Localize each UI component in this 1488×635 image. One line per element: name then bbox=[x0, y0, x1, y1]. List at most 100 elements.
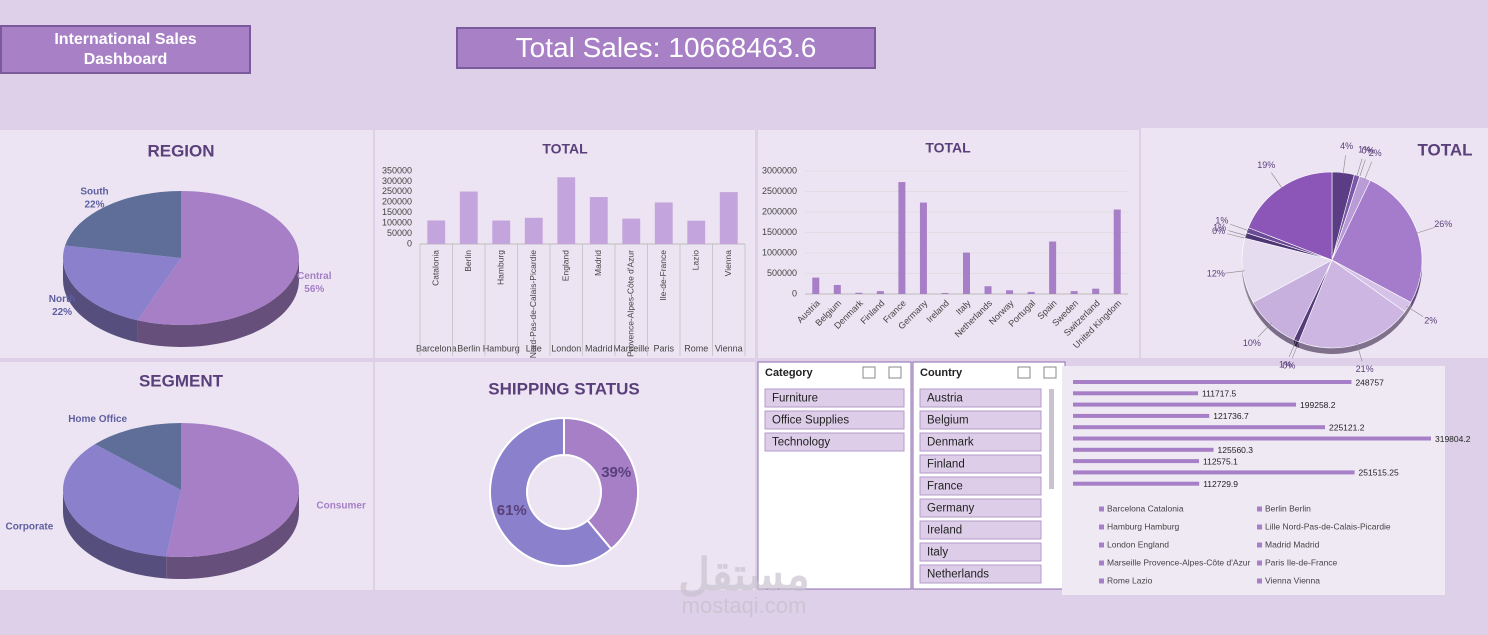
x-tick-label: Norway bbox=[987, 298, 1016, 327]
y-tick-label: 100000 bbox=[382, 218, 412, 228]
group-label: Rome bbox=[684, 343, 708, 353]
bar bbox=[855, 292, 863, 294]
bar bbox=[1073, 380, 1352, 384]
pie-slice bbox=[1331, 179, 1423, 303]
group-label: London bbox=[551, 343, 581, 353]
slicer-item[interactable] bbox=[764, 388, 905, 408]
slicer-item[interactable] bbox=[764, 410, 905, 430]
y-tick-label: 50000 bbox=[387, 228, 412, 238]
bar bbox=[589, 197, 608, 244]
chart-title: SEGMENT bbox=[139, 371, 224, 390]
slicer-item-label[interactable]: Netherlands bbox=[927, 569, 989, 581]
legend-swatch bbox=[1099, 560, 1104, 566]
leader-line bbox=[1291, 340, 1300, 359]
x-tick-label: Austria bbox=[795, 298, 822, 325]
category-label: North bbox=[49, 294, 76, 305]
panel bbox=[758, 130, 1139, 358]
watermark: مستقل bbox=[678, 551, 810, 600]
total-sales: Total Sales: 10668463.6 bbox=[456, 27, 876, 69]
y-tick-label: 500000 bbox=[767, 268, 797, 278]
x-tick-label: France bbox=[881, 298, 908, 325]
slicer-item-label[interactable]: France bbox=[927, 481, 963, 493]
bar bbox=[1073, 470, 1355, 475]
category-label: Central bbox=[297, 271, 332, 282]
y-tick-label: 1000000 bbox=[762, 247, 797, 257]
legend-swatch bbox=[1257, 542, 1262, 548]
bar bbox=[719, 192, 738, 244]
pie-slice bbox=[137, 191, 299, 325]
slicer-item-label[interactable]: Office Supplies bbox=[772, 415, 849, 427]
y-tick-label: 350000 bbox=[382, 165, 412, 175]
slicer-item-label[interactable]: Austria bbox=[927, 393, 963, 405]
chart-title: TOTAL bbox=[925, 140, 971, 156]
total-label: Total Sales: bbox=[515, 32, 661, 63]
panel bbox=[375, 130, 755, 358]
x-tick-label: Ile-de-France bbox=[658, 250, 668, 301]
data-label: 111717.5 bbox=[1202, 389, 1236, 399]
pie-slice bbox=[1331, 176, 1361, 261]
data-label: 61% bbox=[497, 502, 527, 519]
x-tick-label: Portugal bbox=[1006, 298, 1037, 329]
data-label: 4% bbox=[1340, 141, 1353, 151]
x-tick-label: Provence-Alpes-Côte d'Azur bbox=[626, 250, 636, 357]
slicer-item-label[interactable]: Finland bbox=[927, 459, 965, 471]
slicer-item[interactable] bbox=[919, 432, 1042, 452]
slicer-item[interactable] bbox=[919, 498, 1042, 518]
bar bbox=[919, 202, 927, 294]
slicer-item[interactable] bbox=[919, 410, 1042, 430]
legend-label: Lille Nord-Pas-de-Calais-Picardie bbox=[1265, 521, 1391, 531]
pie-slice bbox=[1241, 237, 1333, 303]
x-tick-label: Catalonia bbox=[431, 250, 441, 286]
data-label: 1% bbox=[1213, 222, 1226, 232]
bar bbox=[963, 252, 970, 294]
dashboard-title: International Sales Dashboard bbox=[0, 25, 251, 74]
bar bbox=[1073, 402, 1297, 407]
pie-slice bbox=[94, 423, 181, 490]
bar bbox=[898, 182, 906, 294]
slicer-item[interactable] bbox=[919, 454, 1042, 474]
donut-slice bbox=[489, 416, 613, 567]
x-tick-label: Denmark bbox=[832, 298, 865, 331]
legend-swatch bbox=[1099, 506, 1104, 512]
legend-label: Berlin Berlin bbox=[1265, 503, 1311, 513]
bar bbox=[1073, 436, 1431, 441]
legend-label: Marseille Provence-Alpes-Côte d'Azur bbox=[1107, 557, 1251, 567]
bar bbox=[984, 286, 992, 294]
data-label: 125560.3 bbox=[1218, 445, 1254, 455]
pie-side bbox=[1253, 302, 1294, 346]
bar bbox=[654, 202, 673, 244]
pie-slice bbox=[166, 423, 300, 557]
bar bbox=[687, 220, 706, 244]
panel bbox=[1062, 366, 1445, 595]
slicer-item[interactable] bbox=[919, 564, 1042, 584]
bar bbox=[876, 291, 884, 294]
slicer-item[interactable] bbox=[919, 388, 1042, 408]
slicer-item-label[interactable]: Denmark bbox=[927, 437, 974, 449]
slicer-item-label[interactable]: Furniture bbox=[772, 393, 818, 405]
slicer-item-label[interactable]: Belgium bbox=[927, 415, 969, 427]
data-label: 0% bbox=[1212, 226, 1225, 236]
slicer-item-label[interactable]: Technology bbox=[772, 437, 830, 449]
slicer-panel bbox=[757, 361, 912, 590]
leader-line bbox=[1358, 159, 1366, 179]
data-label: 1% bbox=[1215, 216, 1228, 226]
slicer-item[interactable] bbox=[919, 476, 1042, 496]
leader-line bbox=[1406, 305, 1424, 317]
chart-title: SHIPPING STATUS bbox=[488, 379, 639, 398]
y-tick-label: 0 bbox=[407, 238, 412, 248]
slicer-item-label[interactable]: Italy bbox=[927, 547, 948, 559]
bar bbox=[1073, 459, 1200, 464]
slicer-item[interactable] bbox=[919, 520, 1042, 540]
y-tick-label: 250000 bbox=[382, 186, 412, 196]
slicer-item-label[interactable]: Ireland bbox=[927, 525, 962, 537]
data-label: 21% bbox=[1356, 364, 1374, 374]
bar bbox=[833, 284, 841, 294]
pie-slice bbox=[1246, 227, 1333, 261]
data-label: 121736.7 bbox=[1213, 411, 1249, 421]
data-label: 19% bbox=[1257, 160, 1275, 170]
slicer-item[interactable] bbox=[919, 542, 1042, 562]
slicer-item-label[interactable]: Germany bbox=[927, 503, 975, 515]
slicer-icon bbox=[862, 366, 876, 379]
slicer-item[interactable] bbox=[764, 432, 905, 452]
